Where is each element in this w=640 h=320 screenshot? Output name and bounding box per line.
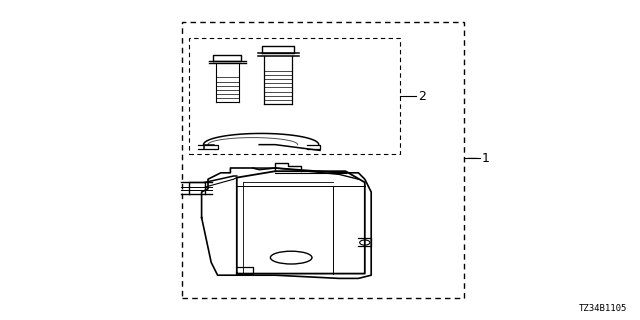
- Text: 2: 2: [418, 90, 426, 102]
- Text: TZ34B1105: TZ34B1105: [579, 304, 627, 313]
- Text: 1: 1: [482, 152, 490, 165]
- Bar: [189, 38, 400, 154]
- Bar: [182, 22, 464, 298]
